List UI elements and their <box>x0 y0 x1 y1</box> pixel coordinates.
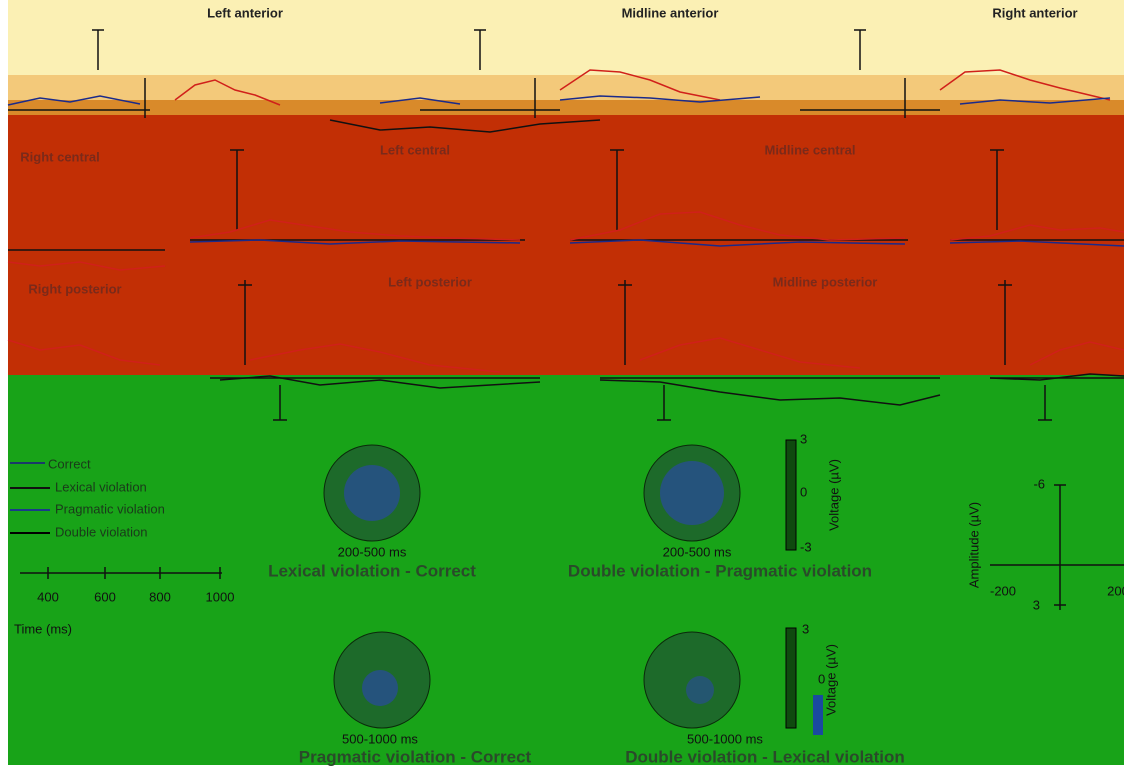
amplitude-tick: -6 <box>1033 476 1045 491</box>
colorbar-title: Voltage (µV) <box>826 459 841 531</box>
waveforms <box>7 69 1124 406</box>
map-title: Double violation - Pragmatic violation <box>568 561 872 580</box>
map-window: 200-500 ms <box>663 544 732 559</box>
map-title: Lexical violation - Correct <box>268 561 476 580</box>
panel-label: Right posterior <box>28 281 121 296</box>
colorbar <box>785 439 797 551</box>
colorbar-tick: 0 <box>818 671 825 686</box>
scalp-map-region <box>660 461 724 525</box>
scalp-map-region <box>686 676 714 704</box>
panel-label: Midline posterior <box>773 274 878 289</box>
map-title: Pragmatic violation - Correct <box>299 747 532 766</box>
band-yellow <box>8 0 1124 75</box>
scalp-map-region <box>344 465 400 521</box>
legend-entry: Pragmatic violation <box>55 501 165 516</box>
panel-label: Left anterior <box>207 5 283 20</box>
colorbar-segment <box>813 695 823 735</box>
legend: Correct Lexical violation Pragmatic viol… <box>10 456 165 539</box>
band-red <box>8 115 1124 375</box>
amplitude-tick: 3 <box>1033 597 1040 612</box>
panel-label: Right anterior <box>992 5 1077 20</box>
map-window: 500-1000 ms <box>342 731 418 746</box>
band-green <box>8 375 1124 765</box>
panel-label: Left central <box>380 142 450 157</box>
colorbar-tick: 0 <box>800 484 807 499</box>
amplitude-tick: -200 <box>990 583 1016 598</box>
map-window: 200-500 ms <box>338 544 407 559</box>
scalp-map-region <box>362 670 398 706</box>
time-tick-label: 1000 <box>206 589 235 604</box>
panel-label: Midline anterior <box>622 5 719 20</box>
legend-entry: Lexical violation <box>55 479 147 494</box>
waveform-axes <box>8 29 1124 610</box>
amplitude-title: Amplitude (µV) <box>966 502 981 588</box>
colorbar-tick: 3 <box>800 431 807 446</box>
time-tick-label: 800 <box>149 589 171 604</box>
colorbar-tick: -3 <box>800 539 812 554</box>
scalp-maps <box>323 439 823 735</box>
band-orange-dark <box>8 100 1124 115</box>
map-window: 500-1000 ms <box>687 731 763 746</box>
panel-label: Left posterior <box>388 274 472 289</box>
panel-label: Right central <box>20 149 99 164</box>
colorbar-title: Voltage (µV) <box>823 644 838 716</box>
panel-label: Midline central <box>764 142 855 157</box>
colorbar <box>785 627 797 729</box>
colorbar-tick: 3 <box>802 621 809 636</box>
time-axis-title: Time (ms) <box>14 621 72 636</box>
map-title: Double violation - Lexical violation <box>625 747 905 766</box>
time-tick-label: 600 <box>94 589 116 604</box>
time-tick-label: 400 <box>37 589 59 604</box>
legend-entry: Correct <box>48 456 91 471</box>
legend-entry: Double violation <box>55 524 148 539</box>
amplitude-tick: 200 <box>1107 583 1124 598</box>
